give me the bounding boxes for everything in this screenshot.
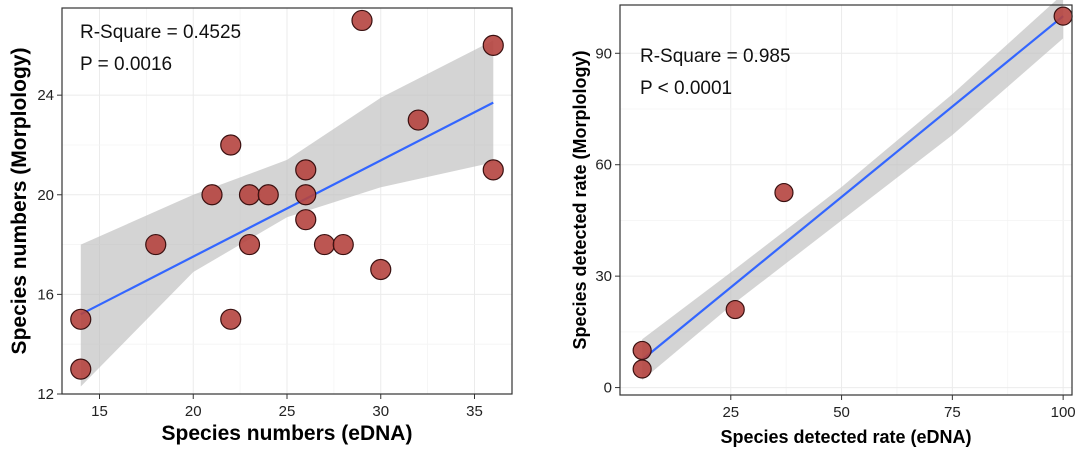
data-point <box>238 184 261 206</box>
x-tick-label: 50 <box>833 404 850 421</box>
x-axis-title-right: Species detected rate (eDNA) <box>720 427 971 447</box>
x-tick-label: 75 <box>944 404 961 421</box>
x-tick-label: 15 <box>91 403 108 420</box>
data-point <box>257 184 279 206</box>
panel-left: 15 20 25 30 35 12 16 20 24 R-Square = 0.4525 P =… <box>8 7 513 445</box>
x-tick-label: 20 <box>185 403 202 420</box>
data-point <box>407 109 429 131</box>
data-point <box>295 184 317 206</box>
data-point <box>70 308 92 330</box>
confidence-band-right <box>642 0 1064 381</box>
y-tick-label: 90 <box>595 45 612 62</box>
data-point <box>145 233 167 256</box>
annotation-p-value-right: P < 0.0001 <box>640 78 732 99</box>
y-tick-label: 16 <box>37 286 54 303</box>
x-tick-label: 25 <box>722 404 739 421</box>
x-tick-label: 30 <box>372 403 389 420</box>
y-tick-label: 20 <box>37 187 54 204</box>
data-point <box>632 359 652 379</box>
y-tick-label: 60 <box>595 157 612 174</box>
data-point <box>295 209 317 231</box>
y-tick-label: 24 <box>37 87 54 104</box>
x-axis-title-left: Species numbers (eDNA) <box>162 422 413 445</box>
fit-line-left <box>80 101 494 316</box>
data-point <box>725 299 745 320</box>
data-point <box>70 358 92 380</box>
data-point <box>351 9 373 32</box>
fit-line-right <box>641 15 1064 361</box>
data-point <box>238 233 261 256</box>
data-point <box>313 233 336 256</box>
confidence-band-left <box>80 40 494 387</box>
ticks-right: 25 50 75 100 0 30 60 90 <box>595 45 1075 421</box>
y-tick-label: 30 <box>595 268 612 285</box>
data-point <box>482 159 504 181</box>
data-point <box>220 308 242 330</box>
annotation-p-value-left: P = 0.0016 <box>80 54 172 75</box>
annotation-r-square-right: R-Square = 0.985 <box>640 46 791 67</box>
data-point <box>332 233 354 256</box>
x-tick-label: 35 <box>466 403 483 420</box>
data-point <box>370 258 392 281</box>
points-left <box>70 9 504 380</box>
data-point <box>632 340 652 361</box>
y-tick-label: 0 <box>604 380 612 397</box>
y-axis-title-left: Species numbers (Morplology) <box>8 48 31 355</box>
data-point <box>201 184 223 206</box>
points-right <box>632 6 1073 379</box>
y-tick-label: 12 <box>37 386 54 403</box>
panel-right: 25 50 75 100 0 30 60 90 R-Square = 0.985 P < 0.… <box>570 0 1076 447</box>
data-point <box>1053 6 1073 26</box>
x-tick-label: 25 <box>279 403 296 420</box>
data-point <box>482 34 504 56</box>
plot-frame-right <box>619 4 1073 396</box>
y-axis-title-right: Species detected rate (Morplology) <box>570 50 590 349</box>
ticks-left: 15 20 25 30 35 12 16 20 24 <box>37 87 483 420</box>
data-point <box>220 134 242 156</box>
annotation-r-square-left: R-Square = 0.4525 <box>80 22 241 43</box>
x-tick-label: 100 <box>1051 404 1076 421</box>
data-point <box>774 182 794 203</box>
data-point <box>295 159 317 181</box>
